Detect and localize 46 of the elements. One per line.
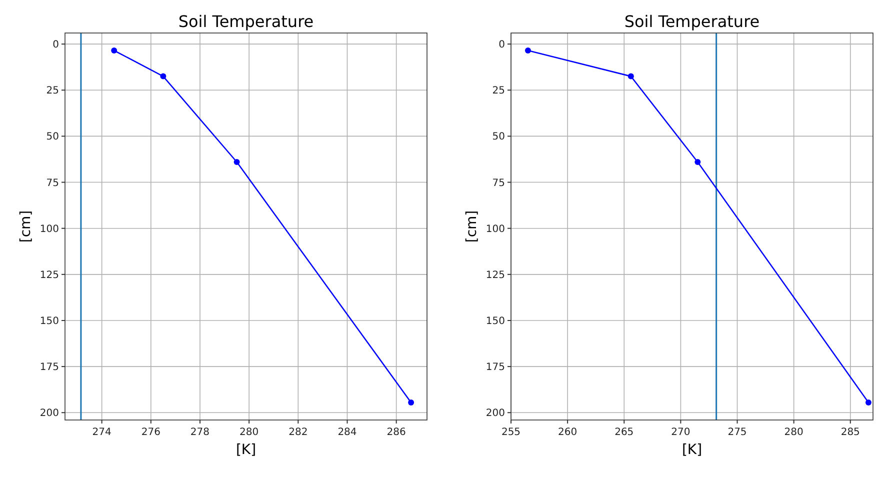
y-tick-label: 125 [40,270,59,281]
y-tick-label: 75 [492,178,505,189]
x-tick-label: 282 [288,427,308,438]
x-tick-label: 276 [141,427,160,438]
x-tick-label: 274 [92,427,112,438]
y-tick-label: 50 [492,132,505,143]
y-tick-label: 0 [52,40,59,51]
chart-title: Soil Temperature [624,12,760,31]
y-tick-label: 200 [40,408,59,420]
x-tick-label: 270 [671,427,690,438]
x-tick-label: 280 [784,427,804,438]
y-tick-label: 100 [40,224,59,235]
y-tick-label: 125 [486,270,505,281]
point [160,73,166,80]
point [111,48,118,54]
x-axis-title: [K] [682,442,702,458]
x-tick-label: 255 [501,427,521,438]
point [628,73,634,80]
x-tick-label: 284 [338,427,357,438]
y-tick-label: 50 [46,132,59,143]
chart-title: Soil Temperature [178,12,314,31]
x-tick-label: 260 [558,427,578,438]
y-tick-label: 100 [486,224,505,235]
x-tick-label: 280 [240,427,259,438]
x-axis-title: [K] [236,442,256,458]
y-tick-label: 25 [492,86,505,97]
point [694,159,701,165]
x-tick-label: 286 [386,427,406,438]
y-axis-title: [cm] [464,210,480,243]
x-tick-label: 275 [728,427,747,438]
y-tick-label: 75 [46,178,59,189]
y-tick-label: 150 [40,316,59,327]
y-tick-label: 200 [486,408,505,420]
point [524,48,531,54]
point [234,159,240,165]
point [865,399,872,406]
x-tick-label: 278 [190,427,210,438]
y-tick-label: 175 [40,362,59,374]
y-tick-label: 25 [46,86,59,97]
y-tick-label: 175 [486,362,505,374]
x-tick-label: 285 [840,427,860,438]
y-axis-title: [cm] [18,210,34,243]
point [408,399,414,406]
y-tick-label: 150 [486,316,505,327]
y-tick-label: 0 [498,40,505,51]
x-tick-label: 265 [614,427,634,438]
